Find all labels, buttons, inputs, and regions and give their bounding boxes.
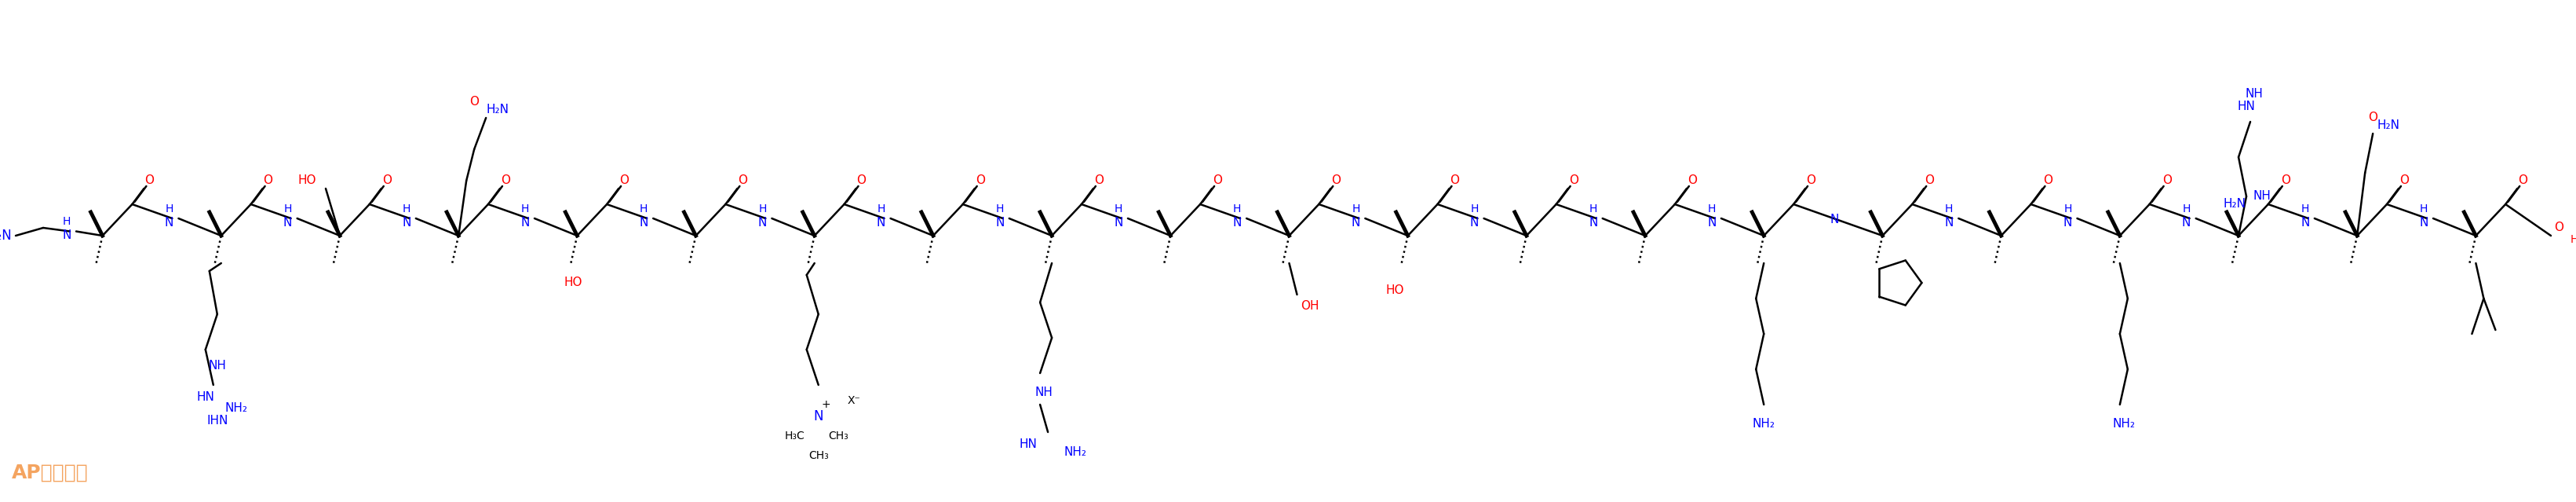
Text: H₃C: H₃C <box>786 431 804 441</box>
Text: N: N <box>1589 216 1597 228</box>
Text: O: O <box>1924 175 1935 187</box>
Text: O: O <box>2519 175 2527 187</box>
Text: H: H <box>402 203 410 214</box>
Text: O: O <box>858 175 866 187</box>
Text: H: H <box>1708 203 1716 214</box>
Text: H: H <box>2571 234 2576 245</box>
Text: HN: HN <box>196 391 214 403</box>
Text: N: N <box>520 216 531 228</box>
Text: N: N <box>2182 216 2192 228</box>
Text: N: N <box>1234 216 1242 228</box>
Text: O: O <box>618 175 629 187</box>
Text: N: N <box>2419 216 2429 228</box>
Text: N: N <box>165 216 173 228</box>
Text: NH: NH <box>2254 190 2272 202</box>
Text: H₂N: H₂N <box>2378 120 2401 132</box>
Text: CH₃: CH₃ <box>809 450 829 461</box>
Text: O: O <box>1213 175 1221 187</box>
Text: N: N <box>1352 216 1360 228</box>
Text: N: N <box>62 229 72 241</box>
Text: N: N <box>994 216 1005 228</box>
Text: N: N <box>402 216 412 228</box>
Text: N: N <box>2063 216 2071 228</box>
Text: H₂N: H₂N <box>2223 198 2246 210</box>
Text: H: H <box>2300 203 2308 214</box>
Text: NH₂: NH₂ <box>224 403 247 415</box>
Text: NH: NH <box>2246 88 2264 100</box>
Text: H: H <box>1115 203 1123 214</box>
Text: NH: NH <box>1036 387 1054 399</box>
Text: O: O <box>263 175 273 187</box>
Text: N: N <box>1945 216 1953 228</box>
Text: HN: HN <box>2239 100 2257 112</box>
Text: +: + <box>822 399 832 410</box>
Text: O: O <box>1095 175 1103 187</box>
Text: H: H <box>639 203 647 214</box>
Text: H: H <box>1352 203 1360 214</box>
Text: O: O <box>500 175 510 187</box>
Text: O: O <box>976 175 984 187</box>
Text: H: H <box>876 203 886 214</box>
Text: NH₂: NH₂ <box>2112 418 2136 430</box>
Text: NH₂: NH₂ <box>1752 418 1775 430</box>
Text: O: O <box>2367 112 2378 123</box>
Text: H: H <box>757 203 768 214</box>
Text: H: H <box>2063 203 2071 214</box>
Text: HN: HN <box>1020 438 1038 450</box>
Text: O: O <box>1806 175 1816 187</box>
Text: N: N <box>1829 214 1839 226</box>
Text: AP专肽生物: AP专肽生物 <box>13 463 88 482</box>
Text: H: H <box>165 203 173 214</box>
Text: H: H <box>2419 203 2427 214</box>
Text: N: N <box>757 216 768 228</box>
Text: OH: OH <box>1301 301 1319 312</box>
Text: H₂N: H₂N <box>0 228 13 243</box>
Text: N: N <box>876 216 886 228</box>
Text: H: H <box>1471 203 1479 214</box>
Text: HO: HO <box>299 175 317 187</box>
Text: H: H <box>1234 203 1242 214</box>
Text: H: H <box>2182 203 2190 214</box>
Text: HO: HO <box>1386 285 1404 297</box>
Text: O: O <box>739 175 747 187</box>
Text: H: H <box>520 203 528 214</box>
Text: H: H <box>997 203 1005 214</box>
Text: H: H <box>1589 203 1597 214</box>
Text: O: O <box>2398 175 2409 187</box>
Text: O: O <box>381 175 392 187</box>
Text: O: O <box>2280 175 2290 187</box>
Text: NH₂: NH₂ <box>1064 446 1087 458</box>
Text: HO: HO <box>564 277 582 289</box>
Text: O: O <box>2043 175 2053 187</box>
Text: H: H <box>283 203 291 214</box>
Text: N: N <box>283 216 291 228</box>
Text: H: H <box>62 216 70 227</box>
Text: O: O <box>1569 175 1579 187</box>
Text: CH₃: CH₃ <box>827 431 848 441</box>
Text: NH: NH <box>209 359 227 371</box>
Text: X⁻: X⁻ <box>848 395 860 406</box>
Text: N: N <box>639 216 649 228</box>
Text: IHN: IHN <box>206 415 229 426</box>
Text: O: O <box>469 96 479 108</box>
Text: O: O <box>2161 175 2172 187</box>
Text: H: H <box>1945 203 1953 214</box>
Text: N: N <box>2300 216 2311 228</box>
Text: N: N <box>1708 216 1716 228</box>
Text: H₂N: H₂N <box>487 104 510 116</box>
Text: N: N <box>814 409 824 424</box>
Text: O: O <box>1450 175 1461 187</box>
Text: O: O <box>2553 222 2563 234</box>
Text: O: O <box>1687 175 1698 187</box>
Text: O: O <box>1332 175 1342 187</box>
Text: O: O <box>144 175 155 187</box>
Text: N: N <box>1113 216 1123 228</box>
Text: N: N <box>1471 216 1479 228</box>
